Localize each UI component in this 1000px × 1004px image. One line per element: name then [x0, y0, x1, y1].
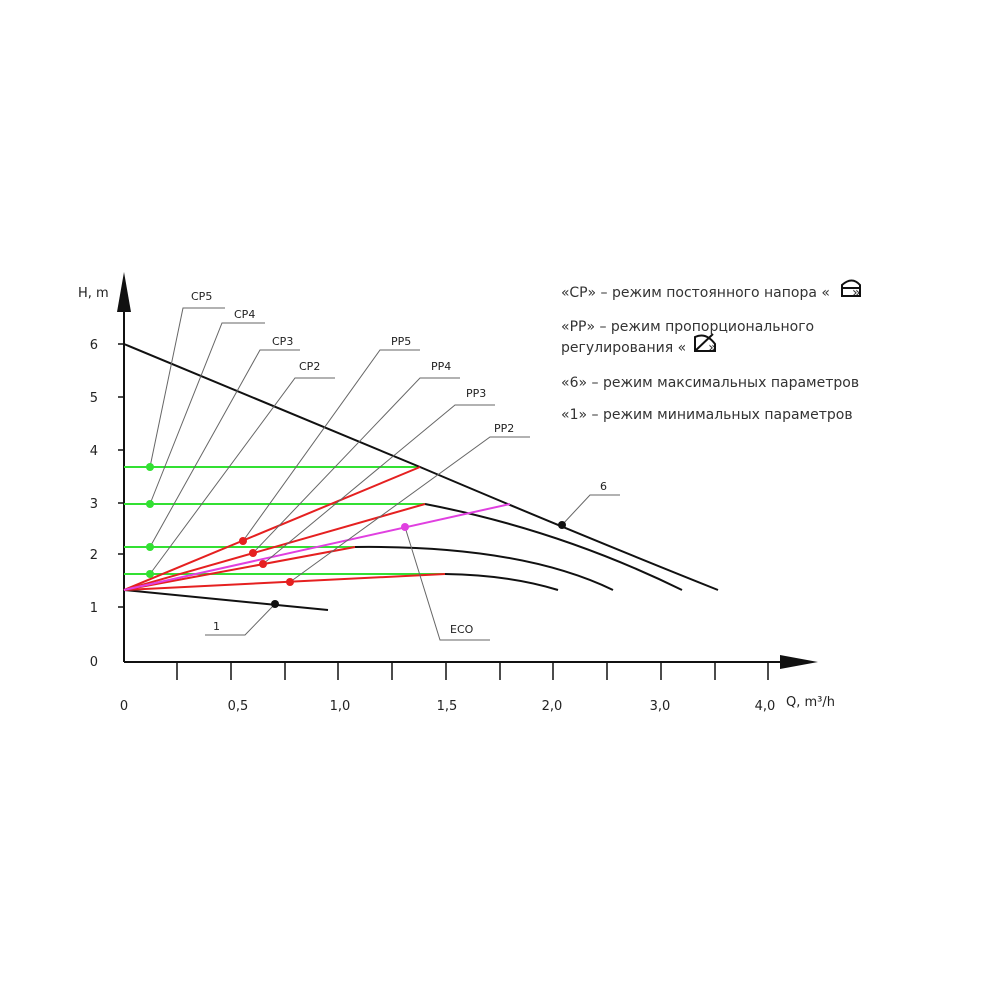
pump-curves — [123, 343, 719, 611]
y-axis-label: H, m — [78, 286, 109, 301]
eco-dot — [401, 523, 409, 531]
pp-dots — [239, 537, 294, 586]
x-tick-label: 1,5 — [437, 699, 458, 714]
y-ticks: 0 1 2 3 4 5 6 — [90, 338, 98, 670]
curve-label: 1 — [213, 620, 220, 633]
legend-item: регулирования « — [561, 340, 686, 356]
max-dot — [558, 521, 566, 529]
curve-label: CP2 — [299, 360, 320, 373]
y-tick-label: 5 — [90, 391, 98, 406]
legend-text: «PP» – режим пропорционального — [561, 319, 814, 335]
x-arrow — [780, 655, 818, 669]
legend-text: «6» – режим максимальных параметров — [561, 375, 859, 391]
legend-text: «CP» – режим постоянного напора « » — [561, 285, 861, 301]
legend-text: «1» – режим минимальных параметров — [561, 407, 853, 423]
curve-label: PP3 — [466, 387, 486, 400]
x-axis-label: Q, m³/h — [786, 695, 835, 710]
y-tick-label: 1 — [90, 601, 98, 616]
curve-label: ECO — [450, 623, 474, 636]
x-tick-label: 4,0 — [755, 699, 776, 714]
curve-label: CP5 — [191, 290, 212, 303]
axes — [118, 300, 785, 680]
curve-label: CP4 — [234, 308, 255, 321]
curve-label: PP5 — [391, 335, 411, 348]
legend: «CP» – режим постоянного напора « » «PP» … — [561, 279, 861, 423]
pp-lines — [123, 466, 446, 591]
x-tick-label: 0 — [120, 699, 128, 714]
curve-labels: CP5 CP4 CP3 CP2 PP5 PP4 PP3 PP2 6 1 ECO — [191, 290, 607, 636]
x-tick-label: 3,0 — [650, 699, 671, 714]
y-tick-label: 0 — [90, 655, 98, 670]
curve-label: PP4 — [431, 360, 451, 373]
curve-label: CP3 — [272, 335, 293, 348]
legend-item: » — [708, 340, 717, 356]
x-tick-label: 0,5 — [228, 699, 249, 714]
y-arrow — [117, 272, 131, 312]
y-tick-label: 6 — [90, 338, 98, 353]
min-dot — [271, 600, 279, 608]
y-tick-label: 2 — [90, 548, 98, 563]
y-tick-label: 4 — [90, 444, 98, 459]
eco-line — [123, 503, 511, 591]
x-tick-label: 1,0 — [330, 699, 351, 714]
pp-icon — [694, 333, 716, 352]
curve-label: PP2 — [494, 422, 514, 435]
legend-item: » — [852, 285, 861, 301]
x-tick-label: 2,0 — [542, 699, 563, 714]
cp-dots — [146, 463, 154, 578]
x-ticks: 0 0,5 1,0 1,5 2,0 3,0 4,0 — [120, 699, 775, 714]
leaders — [149, 307, 620, 641]
legend-item: «CP» – режим постоянного напора « — [561, 285, 830, 301]
curve-label: 6 — [600, 480, 607, 493]
legend-text: регулирования « » — [561, 340, 717, 356]
cp-icon — [841, 279, 861, 297]
y-tick-label: 3 — [90, 497, 98, 512]
